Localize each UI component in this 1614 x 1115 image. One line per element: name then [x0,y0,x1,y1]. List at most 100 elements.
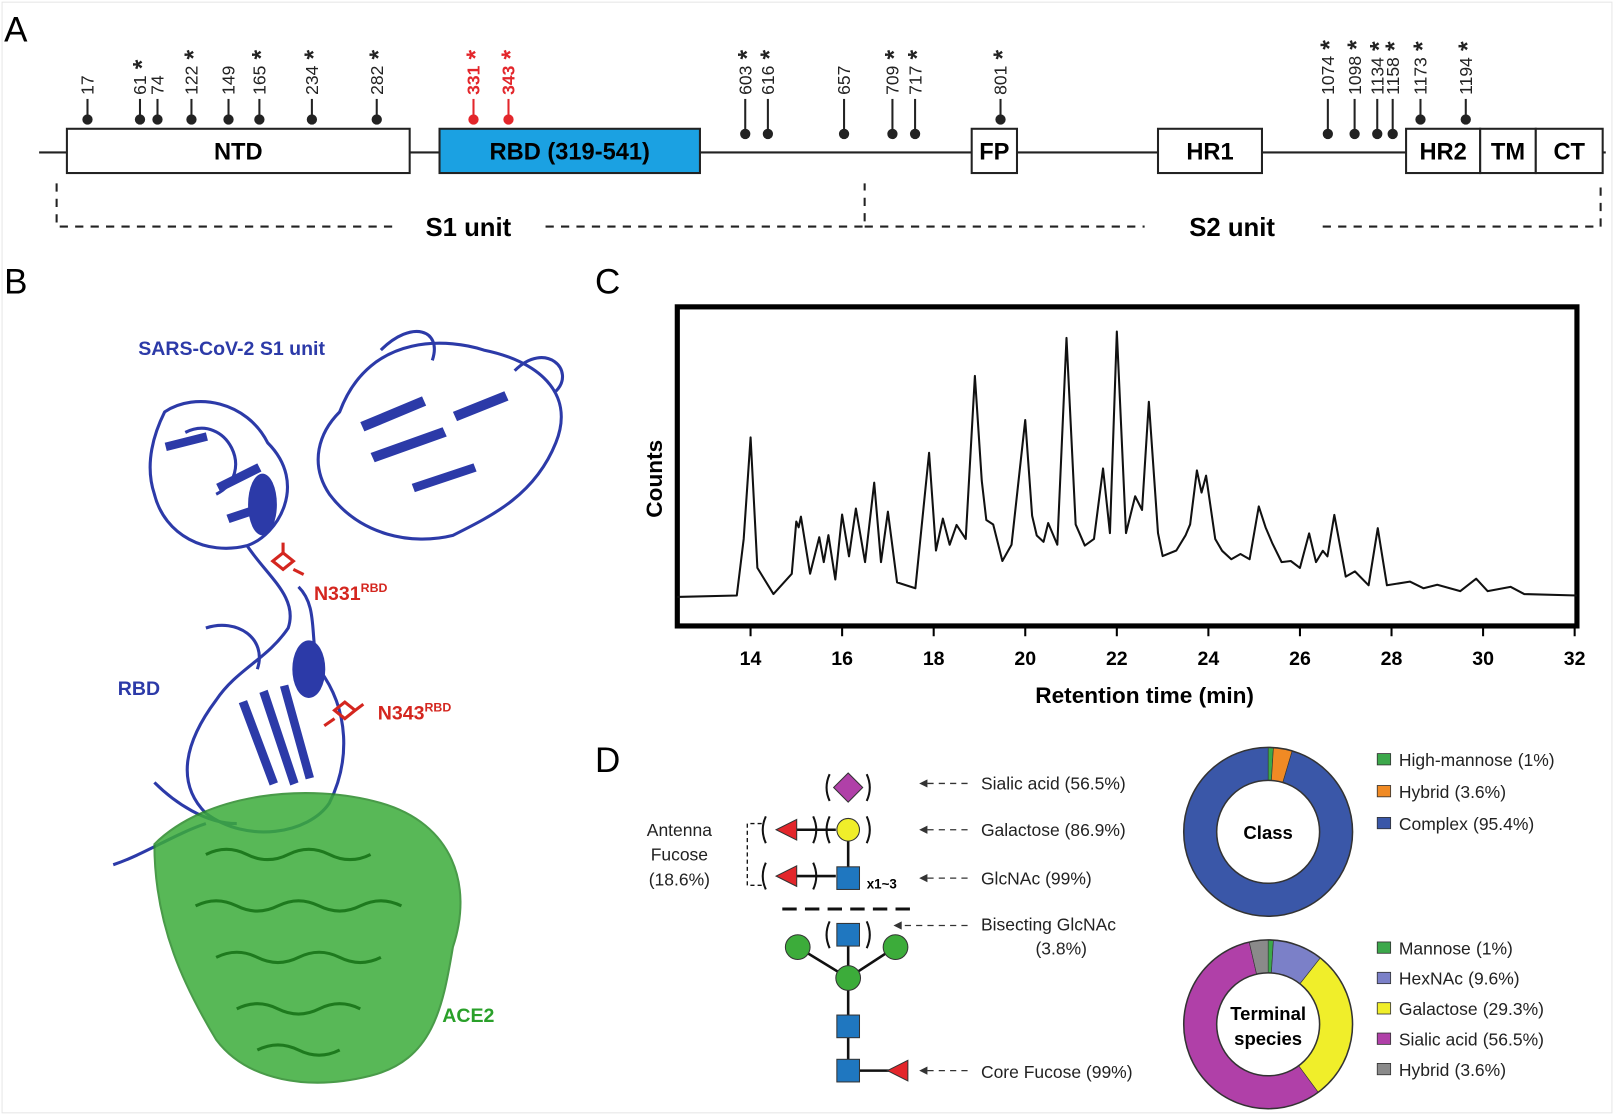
annotation: Galactose (86.9%) [981,820,1126,840]
site-dot [909,128,921,140]
site-note: * [1317,40,1344,50]
ace2-cartoon [153,792,462,1084]
legend-category: Sialic acid [1399,1029,1478,1049]
annotation: Sialic acid (56.5%) [981,774,1126,794]
site-number: 616 [758,66,778,95]
site-label: 234 * [301,49,328,94]
glcnac [836,1014,861,1039]
glycan-diagram: x1~3 Sialic acid (56.5%) Galactose (86.9… [647,772,1133,1083]
site-number: 657 [834,66,854,95]
site-number: 717 [905,66,925,95]
site-note: * [1410,41,1437,51]
site-label: 282 * [366,49,393,94]
x-tick-label: 26 [1289,648,1311,670]
site-number: 1074 [1318,56,1338,95]
site-label: 616 * [757,49,784,94]
site-label: 17 [78,75,98,94]
mannose [882,934,909,960]
legend-value: (1%) [1476,938,1513,958]
x-tick-label: 32 [1564,648,1586,670]
site-dot [503,114,514,125]
site-dot [134,114,146,125]
domain-box [65,127,411,175]
site-dot [887,128,898,140]
site-number: 801 [991,66,1011,95]
site-number: 165 [250,66,270,95]
annotation: Antenna [647,820,712,840]
legend-swatch [1376,753,1392,766]
annotation: GlcNAc (99%) [981,868,1092,888]
structure-label: SARS-CoV-2 S1 unit [138,338,325,360]
x-tick-label: 14 [740,648,762,670]
site-number: 343 [499,65,519,94]
site-dot [186,114,197,125]
legend-value: (3.6%) [1455,782,1507,802]
legend-label: Hybrid (3.6%) [1399,1060,1506,1080]
x-tick-label: 16 [831,648,853,670]
site-note: * [301,49,328,59]
site-label: 1074 * [1317,40,1344,95]
donut-ring [1182,746,1354,917]
site-note: * [366,49,393,59]
unit-label: S1 unit [425,214,511,242]
domain-box [438,127,701,175]
site-number: 1134 [1367,57,1387,95]
legend-label: Galactose (29.3%) [1399,999,1544,1019]
site-label: 165 * [249,49,276,94]
annotation: Core Fucose (99%) [981,1062,1133,1082]
site-dot [82,114,93,125]
fucose [774,818,798,841]
domain-label: RBD (319-541) [490,140,650,166]
x-axis-label: Retention time (min) [1035,683,1254,708]
s1-sheets [164,391,509,786]
s1-bracket [55,183,866,228]
site-dot [1322,128,1333,140]
mannose [784,934,811,960]
x-tick-label: 22 [1106,648,1128,670]
annotation-arrows [893,779,968,1075]
domain-label: CT [1553,140,1585,166]
glycan-sticks [270,542,365,728]
site-label: 343 * [498,49,525,94]
site-note: * [882,49,909,59]
galactose [836,817,861,842]
site-label: 1194 * [1455,41,1482,95]
site-number: 149 [219,66,239,95]
site-note: * [1382,41,1409,51]
domain-box [970,127,1019,175]
site-label: 149 [219,66,239,95]
legend-label: Complex (95.4%) [1399,814,1534,834]
legend-value: (29.3%) [1483,999,1544,1019]
domain-box [1156,127,1263,175]
legend-category: Hybrid [1399,1060,1450,1080]
panel-label: D [595,741,620,780]
site-dot [762,128,774,140]
site-label: 657 [834,66,854,95]
glycan-superscript: RBD [425,700,452,714]
sialic-acid [832,772,864,803]
ace2-helices [194,847,403,1057]
domain-label: NTD [214,140,263,166]
glycan-label: N343RBD [378,700,452,724]
site-label: 801 * [990,49,1017,94]
panel-label: A [4,10,28,49]
site-note: * [129,59,156,69]
repeat-label: x1~3 [867,876,897,891]
legend-category: Mannose [1399,938,1471,958]
legend-value: (9.6%) [1468,969,1520,989]
glycan-label: N331RBD [314,581,388,605]
legend-label: Mannose (1%) [1399,938,1513,958]
site-number: 74 [148,75,168,95]
domain-label: HR1 [1186,140,1233,166]
domain-box [1405,127,1482,175]
domain-label: HR2 [1419,140,1466,166]
site-label: 331 * [463,49,490,94]
plot-frame [674,304,1580,629]
site-label: 1173 * [1410,41,1437,95]
site-note: * [757,49,784,59]
legend-swatch [1376,1032,1392,1045]
annotation: (18.6%) [649,869,710,889]
legend-label: Sialic acid (56.5%) [1399,1029,1544,1049]
x-tick-label: 24 [1198,648,1220,670]
